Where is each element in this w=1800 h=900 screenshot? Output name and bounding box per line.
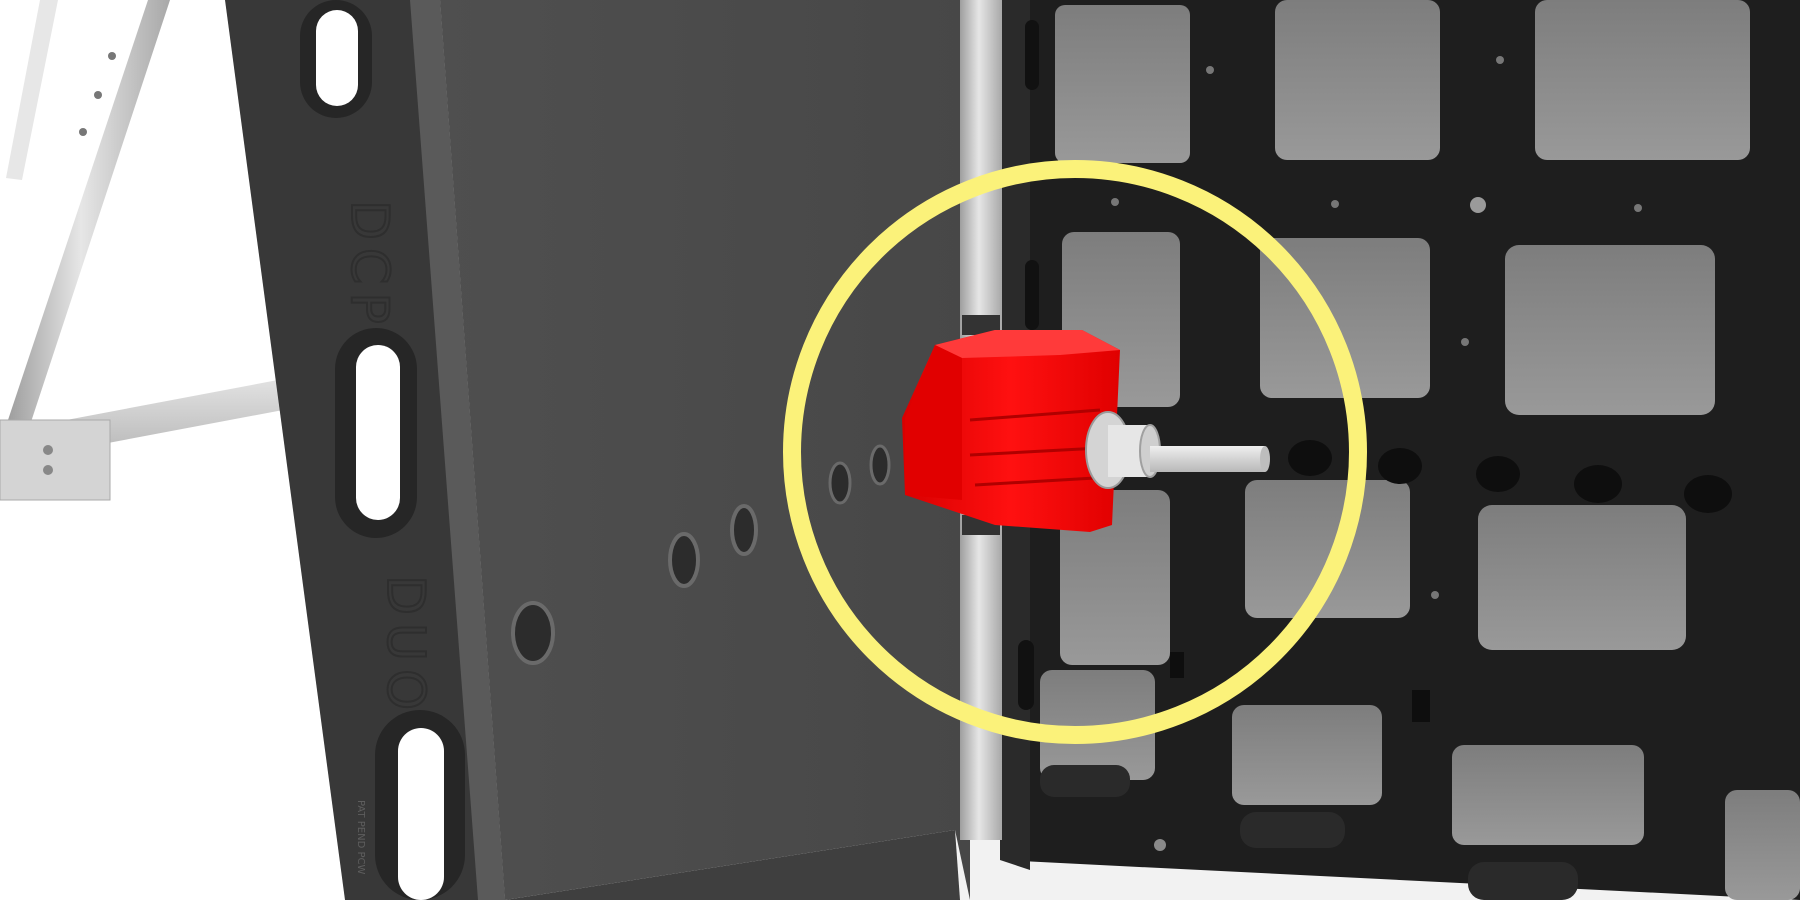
grid-window xyxy=(1452,745,1644,845)
panel-hole xyxy=(511,601,555,665)
panel-hole xyxy=(730,504,758,556)
grid-window xyxy=(1060,490,1170,665)
clamp-groove xyxy=(974,476,1096,487)
grid-bolt xyxy=(1634,204,1642,212)
grid-edge-slot xyxy=(1025,260,1039,330)
bracket-bolt xyxy=(43,445,53,455)
stand-hole xyxy=(79,128,87,136)
grid-window xyxy=(1725,790,1800,900)
clamp-top-face xyxy=(935,330,1120,358)
grid-bolt xyxy=(1331,200,1339,208)
grid-bolt xyxy=(1496,56,1504,64)
stand-leg-diagonal xyxy=(8,0,170,425)
bracket-bolt xyxy=(43,465,53,475)
right-grid-panel xyxy=(1000,0,1800,900)
clamp-threaded-rod xyxy=(1150,446,1265,472)
panel-slot-window xyxy=(356,345,400,520)
grid-hole xyxy=(1476,456,1520,492)
grid-window xyxy=(1245,480,1410,618)
grid-pad xyxy=(1468,862,1578,900)
grid-window xyxy=(1478,505,1686,650)
grid-bolt xyxy=(1111,198,1119,206)
pipe-gap xyxy=(962,315,1000,335)
grid-edge-slot xyxy=(1018,640,1034,710)
stand-hole xyxy=(108,52,116,60)
clamp-groove xyxy=(969,446,1101,457)
grid-window xyxy=(1055,5,1190,163)
panel-hole xyxy=(869,444,891,486)
panel-slot-window xyxy=(316,10,358,106)
grid-window xyxy=(1232,705,1382,805)
stand-hole xyxy=(94,91,102,99)
grid-bolt xyxy=(1461,338,1469,346)
clamp-groove xyxy=(969,408,1101,422)
grid-bolt xyxy=(1154,839,1166,851)
clamp-side-face xyxy=(905,345,962,500)
clamp-rod-end xyxy=(1260,446,1270,472)
stand-leg-back xyxy=(6,0,58,180)
grid-window xyxy=(1275,0,1440,160)
grid-window xyxy=(1040,670,1155,780)
panel-embossed-text-top: DCP xyxy=(339,200,399,332)
grid-window xyxy=(1505,245,1715,415)
grid-hole xyxy=(1288,440,1332,476)
panel-slot-window xyxy=(398,728,444,900)
left-panel-edge: DCP DUO PAT PEND PCW xyxy=(225,0,505,900)
stand-bracket xyxy=(0,419,111,501)
grid-bolt xyxy=(1431,591,1439,599)
grid-window xyxy=(1535,0,1750,160)
grid-edge-slot xyxy=(1025,20,1039,90)
grid-slot xyxy=(1412,690,1430,722)
grid-pad xyxy=(1040,765,1130,797)
panel-small-print: PAT PEND PCW xyxy=(355,800,366,874)
grid-slot xyxy=(1170,652,1184,678)
grid-bolt xyxy=(1470,197,1486,213)
grid-hole xyxy=(1378,448,1422,484)
grid-bolt xyxy=(1206,66,1214,74)
panel-hole xyxy=(668,532,700,588)
grid-hole xyxy=(1574,465,1622,503)
panel-hole xyxy=(828,461,852,505)
panel-embossed-text-bottom: DUO xyxy=(375,575,435,718)
left-panel-face xyxy=(440,0,970,900)
grid-pad xyxy=(1240,812,1345,848)
highlight-circle xyxy=(783,160,1367,744)
grid-hole xyxy=(1684,475,1732,513)
red-clamp xyxy=(902,330,1270,532)
